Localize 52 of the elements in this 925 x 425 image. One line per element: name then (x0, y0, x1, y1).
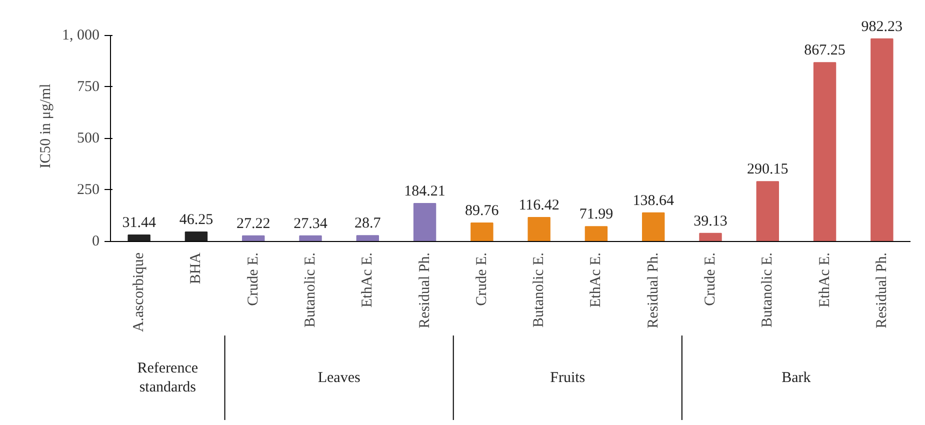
x-tick-label: Crude E. (474, 252, 490, 306)
data-label: 46.25 (179, 212, 214, 228)
data-label: 982.23 (861, 18, 903, 35)
data-label: 28.7 (354, 216, 382, 232)
data-label: 290.15 (747, 162, 788, 178)
bar (299, 235, 322, 242)
x-tick-label: Butanolic E. (302, 252, 318, 328)
bar (584, 226, 608, 242)
bar (699, 232, 722, 242)
x-tick-label: EthAc E. (360, 252, 376, 308)
y-tick-label: 0 (92, 234, 100, 250)
data-label: 138.64 (632, 192, 674, 209)
data-label: 39.13 (694, 213, 728, 230)
x-tick-label: EthAc E. (588, 252, 604, 308)
bar (528, 216, 550, 242)
x-tick-label: Butanolic E. (760, 252, 776, 328)
bar (470, 222, 494, 242)
data-label: 27.22 (236, 216, 270, 232)
data-label: 867.25 (804, 42, 846, 59)
bar (242, 235, 265, 242)
x-tick-label: BHA (188, 252, 204, 284)
y-axis-title: IC50 in μg/ml (38, 84, 54, 168)
y-tick-label: 1, 000 (62, 27, 100, 44)
x-tick-label: Residual Ph. (874, 252, 890, 328)
bar (184, 231, 208, 242)
x-tick-label: Residual Ph. (416, 252, 433, 328)
data-label: 89.76 (465, 202, 500, 219)
x-tick-label: A.ascorbique (131, 252, 148, 332)
x-tick-label: Crude E. (702, 252, 718, 306)
x-tick-label: Crude E. (245, 252, 262, 306)
bar (413, 203, 436, 242)
y-tick-label: 750 (77, 78, 100, 95)
x-tick-label: Butanolic E. (531, 252, 548, 328)
text: Fruits (550, 370, 586, 386)
text: Bark (782, 370, 812, 386)
bar (813, 62, 836, 242)
bar (356, 235, 379, 242)
data-label: 116.42 (518, 197, 560, 214)
data-label: 184.21 (404, 184, 446, 200)
bar (756, 181, 779, 242)
x-tick-label: EthAc E. (816, 252, 833, 308)
y-tick-label: 250 (77, 182, 100, 198)
text: Reference standards (137, 360, 198, 396)
text: Leaves (318, 370, 360, 386)
y-tick-label: 500 (77, 130, 100, 146)
data-label: 31.44 (122, 215, 156, 232)
bar (870, 38, 894, 242)
bar (128, 234, 150, 242)
data-label: 27.34 (294, 216, 328, 232)
x-tick-label: Residual Ph. (645, 252, 662, 328)
data-label: 71.99 (579, 206, 614, 223)
bar (642, 212, 665, 242)
